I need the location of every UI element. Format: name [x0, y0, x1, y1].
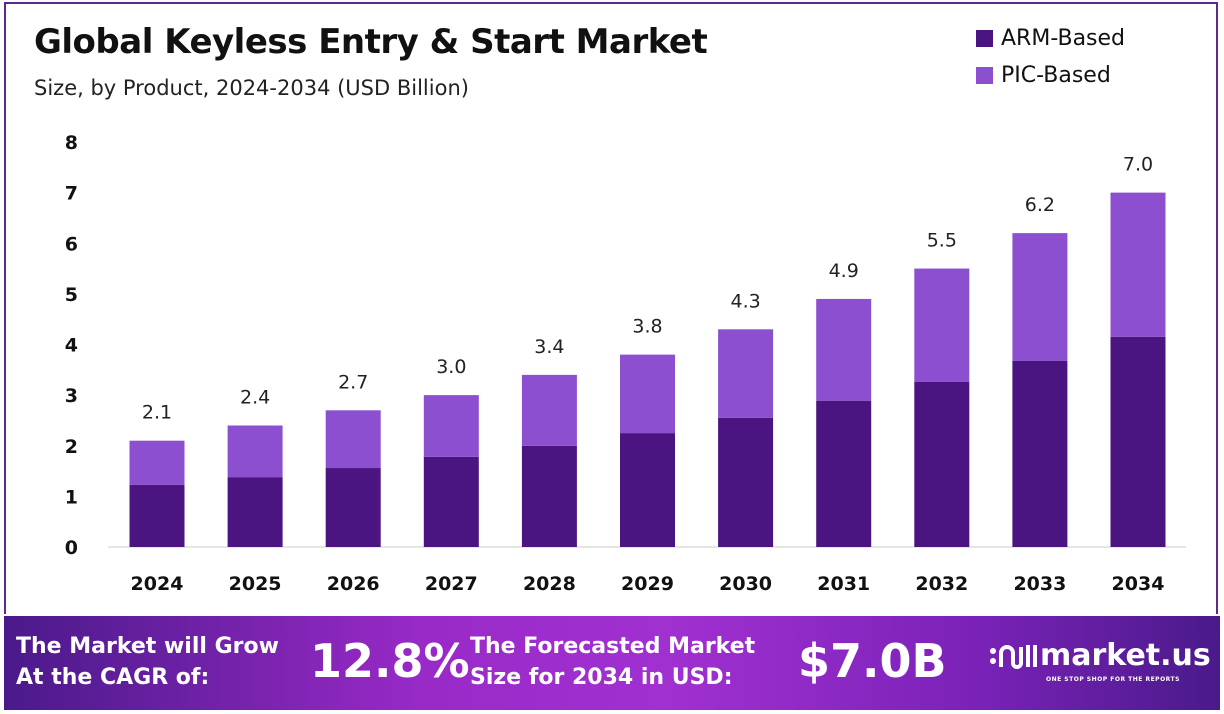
bar-segment-pic — [423, 395, 479, 457]
chart-frame — [4, 2, 1218, 614]
x-tick-label: 2024 — [131, 573, 184, 595]
bar-segment-pic — [816, 298, 872, 401]
bar-segment-arm — [914, 381, 970, 547]
bar-total-label: 2.1 — [142, 402, 172, 424]
bar-segment-arm — [521, 445, 577, 547]
legend-item-arm: ARM-Based — [976, 26, 1125, 51]
bar-total-label: 2.4 — [240, 387, 270, 409]
y-tick-label: 1 — [65, 486, 78, 508]
bar-segment-arm — [325, 468, 381, 547]
bar-total-label: 4.9 — [829, 260, 859, 282]
y-tick-label: 2 — [65, 436, 78, 458]
x-tick-label: 2031 — [817, 573, 870, 595]
legend-label-pic: PIC-Based — [1001, 63, 1111, 88]
x-tick-label: 2027 — [425, 573, 478, 595]
x-tick-label: 2025 — [229, 573, 282, 595]
bar-segment-pic — [914, 268, 970, 382]
x-tick-label: 2032 — [915, 573, 968, 595]
bar-total-label: 6.2 — [1025, 194, 1055, 216]
y-tick-label: 8 — [65, 132, 78, 154]
y-tick-label: 5 — [65, 284, 78, 306]
bar-total-label: 3.0 — [436, 356, 466, 378]
x-tick-label: 2034 — [1112, 573, 1165, 595]
logo-text: market.us — [1040, 638, 1211, 673]
bar-segment-arm — [227, 477, 283, 547]
bar-segment-arm — [1012, 360, 1068, 547]
chart-subtitle: Size, by Product, 2024-2034 (USD Billion… — [34, 76, 469, 100]
x-tick-label: 2026 — [327, 573, 380, 595]
bar-segment-pic — [1012, 233, 1068, 361]
bar-total-label: 3.4 — [534, 336, 564, 358]
cagr-label-line2: At the CAGR of: — [16, 665, 210, 690]
bar-segment-pic — [1110, 192, 1166, 337]
y-tick-label: 0 — [65, 537, 78, 559]
bar-segment-pic — [620, 354, 675, 434]
bar-segment-pic — [718, 329, 774, 418]
x-tick-label: 2030 — [719, 573, 772, 595]
legend-swatch-arm — [976, 30, 993, 47]
forecast-label-line1: The Forecasted Market — [470, 634, 756, 659]
forecast-label-line2: Size for 2034 in USD: — [470, 665, 733, 690]
bar-segment-pic — [227, 425, 283, 478]
bar-segment-pic — [129, 440, 185, 485]
legend-item-pic: PIC-Based — [976, 63, 1111, 88]
legend-label-arm: ARM-Based — [1001, 26, 1126, 51]
bar-total-label: 3.8 — [632, 316, 662, 338]
logo-mark-icon — [990, 644, 1037, 669]
logo-tagline: ONE STOP SHOP FOR THE REPORTS — [1046, 676, 1180, 683]
y-tick-label: 7 — [65, 183, 78, 205]
bar-segment-pic — [325, 410, 381, 469]
x-tick-label: 2029 — [621, 573, 674, 595]
footer-banner: The Market will Grow At the CAGR of: 12.… — [4, 616, 1220, 710]
bar-segment-arm — [816, 400, 872, 547]
x-tick-label: 2033 — [1013, 573, 1066, 595]
bar-chart: 0 1 2 3 4 5 6 7 8 2.1 2024 2.4 2025 2.7 2026 3.0 2027 3.4… — [65, 132, 1186, 595]
chart-title: Global Keyless Entry & Start Market — [34, 22, 708, 62]
forecast-label: The Forecasted Market Size for 2034 in U… — [470, 631, 755, 693]
y-tick-label: 4 — [65, 335, 78, 357]
bar-segment-pic — [521, 374, 577, 446]
bar-total-label: 5.5 — [927, 230, 957, 252]
bar-total-label: 7.0 — [1123, 154, 1153, 176]
cagr-label-line1: The Market will Grow — [16, 634, 279, 659]
legend-swatch-pic — [976, 67, 993, 84]
bar-segment-arm — [423, 456, 479, 547]
market-us-logo: market.us ONE STOP SHOP FOR THE REPORTS — [988, 638, 1211, 683]
bar-segment-arm — [1110, 336, 1166, 547]
bar-segment-arm — [129, 484, 185, 547]
bar-total-label: 2.7 — [338, 371, 368, 393]
bar-total-label: 4.3 — [730, 290, 760, 312]
y-tick-label: 3 — [65, 385, 78, 407]
x-tick-label: 2028 — [523, 573, 576, 595]
cagr-label: The Market will Grow At the CAGR of: — [16, 631, 279, 693]
bar-segment-arm — [718, 417, 774, 547]
y-tick-label: 6 — [65, 233, 78, 255]
forecast-value: $7.0B — [798, 634, 947, 688]
bar-segment-arm — [620, 433, 675, 547]
cagr-value: 12.8% — [310, 634, 470, 688]
